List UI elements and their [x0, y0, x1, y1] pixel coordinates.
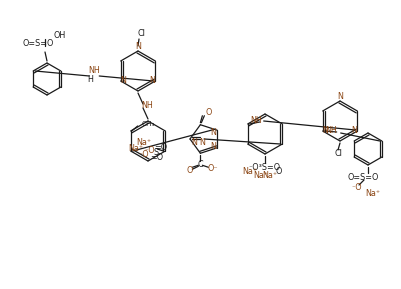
Text: N: N: [210, 128, 215, 137]
Text: Na⁺: Na⁺: [242, 168, 257, 177]
Text: Na⁺: Na⁺: [253, 171, 268, 181]
Text: O: O: [275, 166, 282, 175]
Text: Na⁺: Na⁺: [365, 188, 380, 197]
Text: ⁻O³S=O: ⁻O³S=O: [248, 164, 280, 173]
Text: N: N: [336, 92, 342, 101]
Text: N: N: [322, 127, 328, 136]
Text: N: N: [198, 138, 205, 147]
Text: O: O: [186, 166, 192, 175]
Text: NH: NH: [249, 116, 261, 125]
Text: O: O: [205, 108, 211, 117]
Text: =O: =O: [153, 144, 166, 153]
Text: NH: NH: [141, 101, 152, 110]
Text: N: N: [149, 77, 155, 86]
Text: H: H: [87, 75, 93, 84]
Text: Na⁺: Na⁺: [128, 144, 142, 153]
Text: O=S=O: O=S=O: [22, 40, 54, 49]
Text: =O: =O: [150, 153, 162, 162]
Text: ⁻O: ⁻O: [138, 151, 148, 160]
Text: ⁻O: ⁻O: [351, 184, 361, 192]
Text: S: S: [153, 149, 158, 158]
Text: C: C: [197, 160, 203, 169]
Text: N: N: [135, 42, 141, 51]
Text: Na⁺: Na⁺: [136, 138, 150, 147]
Text: N: N: [120, 77, 126, 86]
Text: Cl: Cl: [137, 29, 145, 38]
Text: CH₃: CH₃: [141, 121, 155, 127]
Text: N: N: [210, 142, 215, 151]
Text: Cl: Cl: [333, 149, 341, 158]
Text: Na⁺: Na⁺: [262, 171, 277, 181]
Text: N: N: [350, 127, 356, 136]
Text: NH: NH: [88, 66, 100, 75]
Text: NH: NH: [324, 127, 336, 136]
Text: O=S=O: O=S=O: [346, 173, 378, 182]
Text: OH: OH: [54, 32, 66, 40]
Text: ⁻O: ⁻O: [144, 147, 154, 155]
Text: N: N: [190, 138, 196, 147]
Text: O⁻: O⁻: [207, 164, 217, 173]
